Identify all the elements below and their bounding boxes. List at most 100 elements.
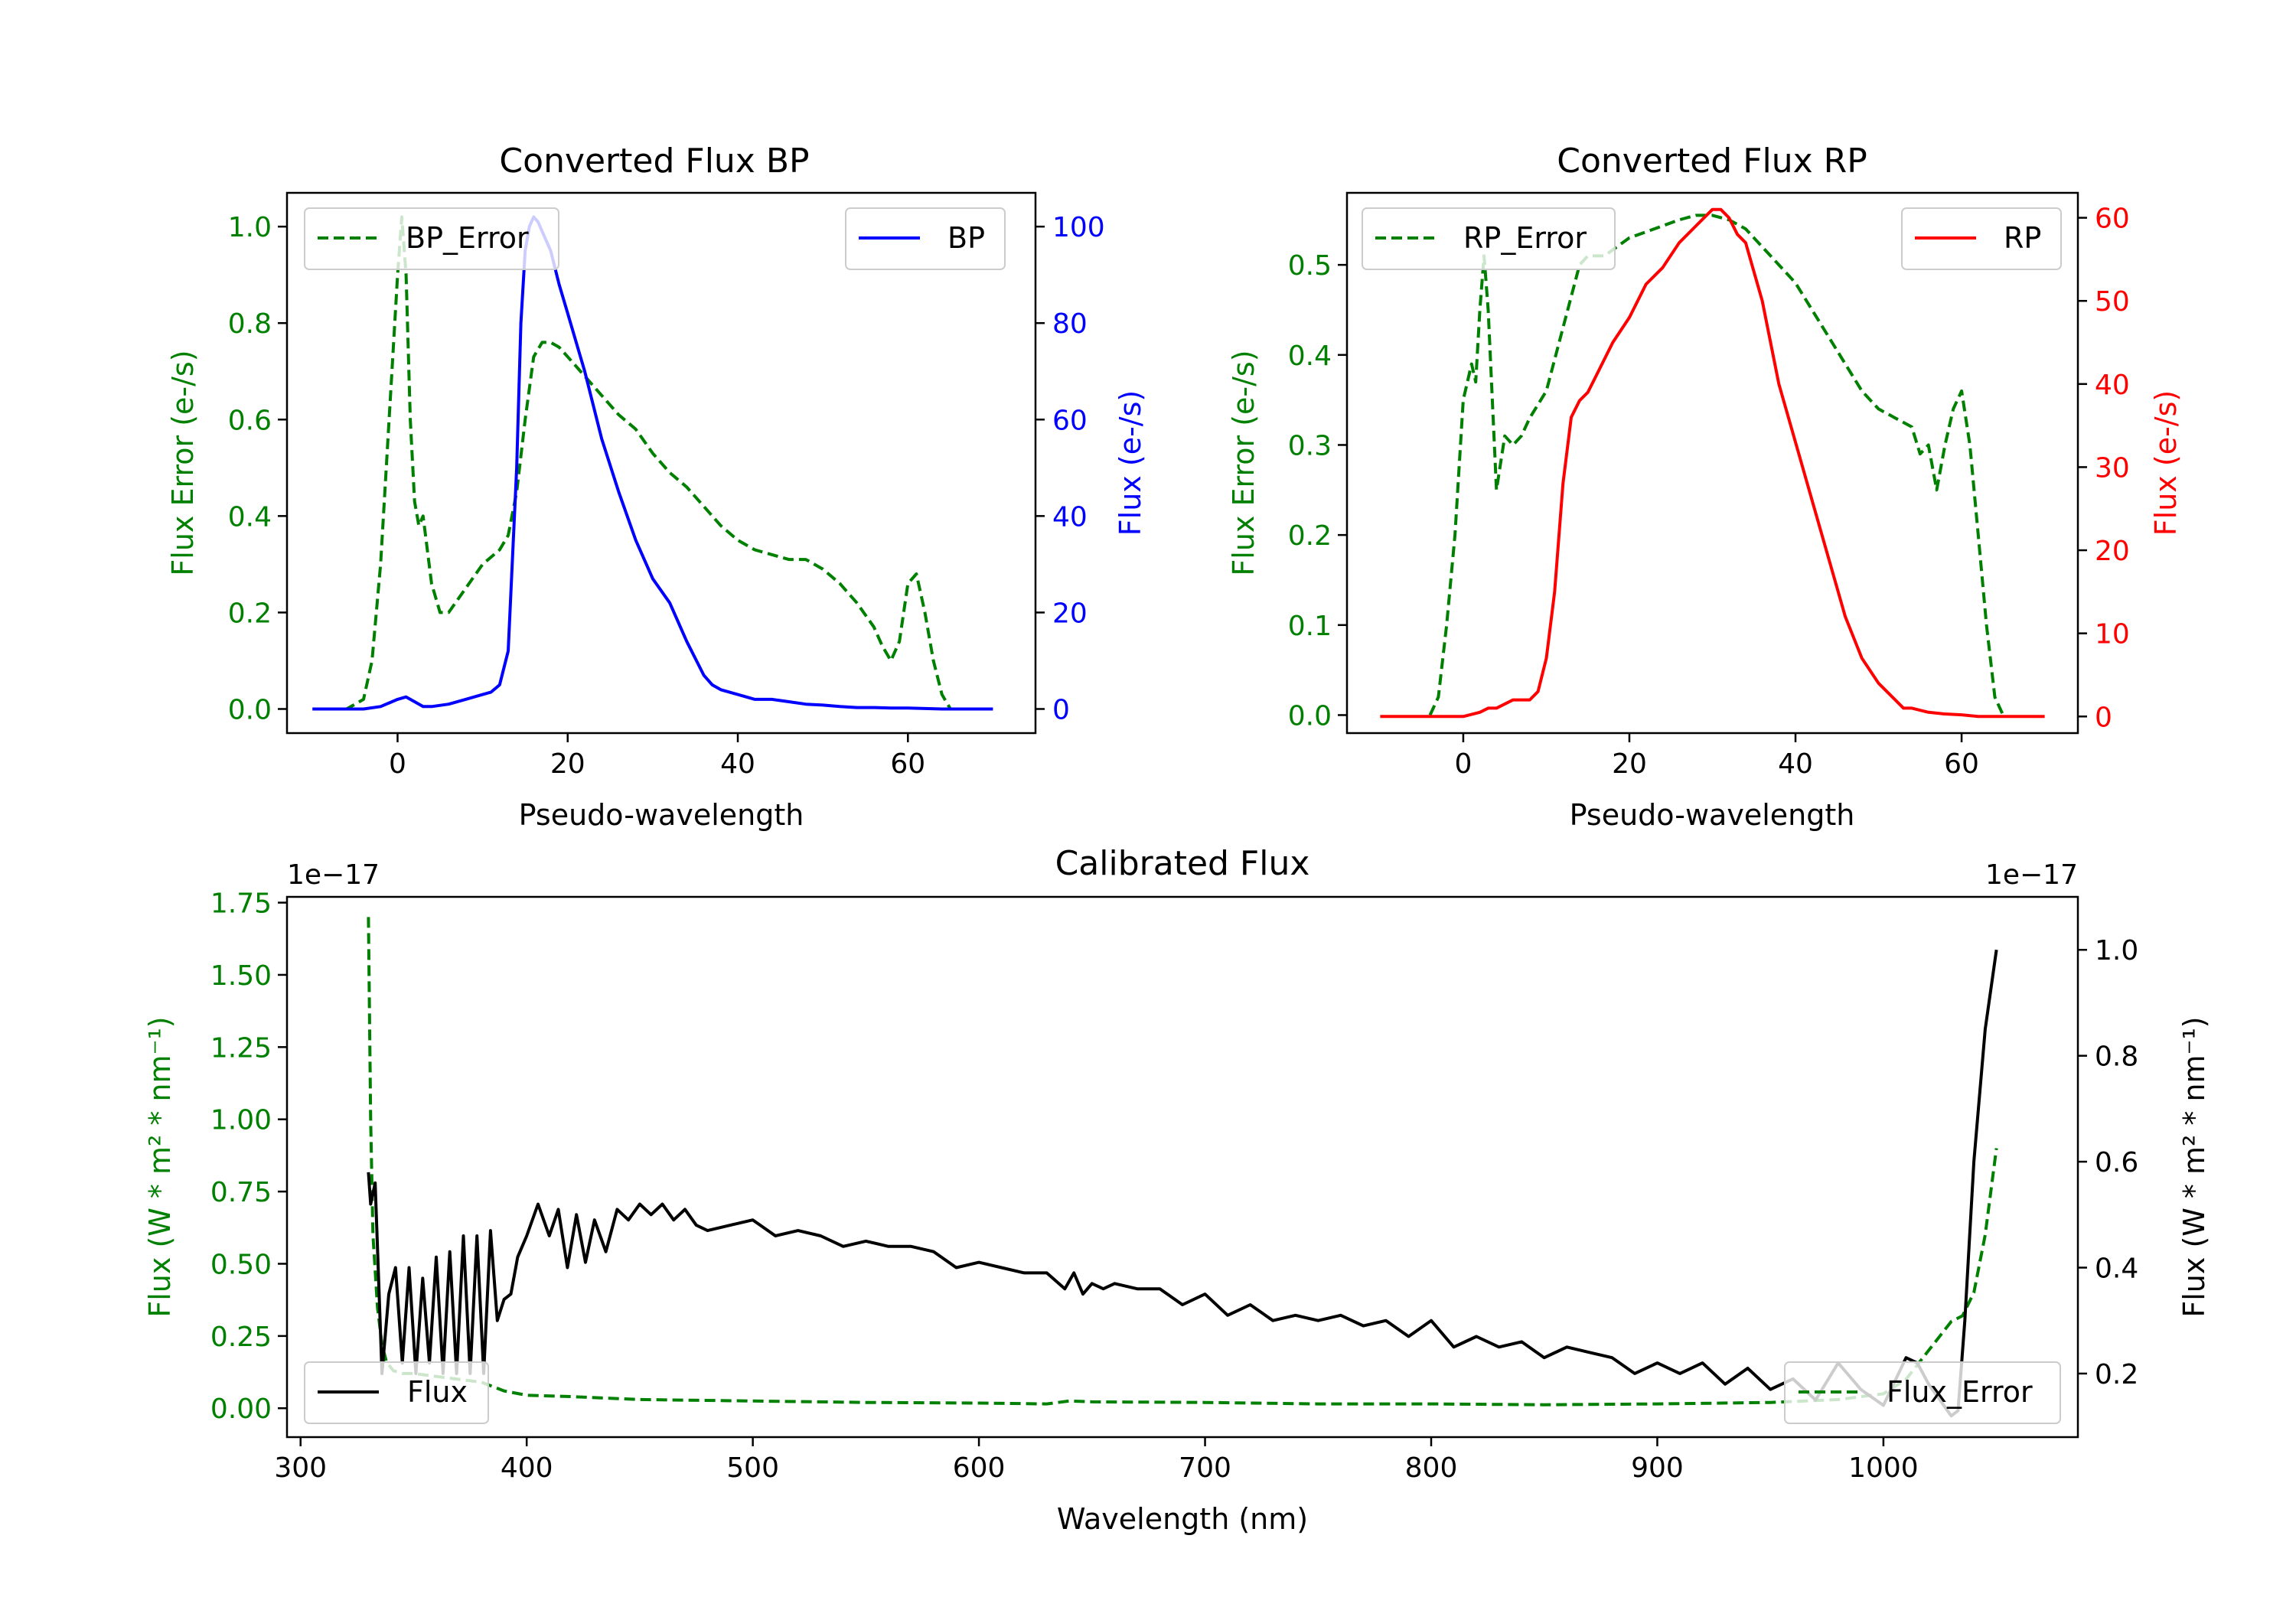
calibrated-legend-error-label: Flux_Error — [1887, 1375, 2033, 1409]
bp-legend-flux-box — [845, 207, 1006, 270]
bp-legend-error-label: BP_Error — [406, 221, 529, 255]
rp-y-label-right: Flux (e-/s) — [2149, 390, 2183, 536]
calibrated-y-tick-label-left: 1.50 — [210, 960, 272, 992]
rp-x-label: Pseudo-wavelength — [1570, 798, 1855, 832]
calibrated-legend-flux: Flux — [304, 1361, 489, 1424]
rp-x-tick-label: 20 — [1612, 748, 1647, 780]
bp-legend-flux: BP — [845, 207, 1006, 270]
rp-x-ticks: 0 20 40 60 — [1454, 733, 1979, 780]
calibrated-y-ticks-right: 0.2 0.4 0.6 0.8 1.0 — [2078, 935, 2138, 1390]
rp-legend-flux-box — [1901, 207, 2062, 270]
bp-y-label-right: Flux (e-/s) — [1114, 390, 1147, 536]
rp-line-rp — [1380, 207, 2045, 719]
bp-y-tick-label-left: 1.0 — [228, 212, 272, 243]
calibrated-y-tick-label-left: 1.25 — [210, 1032, 272, 1064]
rp-legend-error: RP_Error — [1362, 207, 1616, 270]
bp-y-tick-label-left: 0.4 — [228, 501, 272, 533]
bp-y-tick-label-right: 100 — [1052, 212, 1105, 243]
calibrated-y-tick-label-right: 1.0 — [2095, 935, 2138, 966]
bp-x-label: Pseudo-wavelength — [519, 798, 804, 832]
rp-legend-error-label: RP_Error — [1463, 221, 1587, 255]
rp-y-ticks-right: 0 10 20 30 40 50 60 — [2078, 204, 2130, 733]
rp-y-tick-label-left: 0.0 — [1288, 700, 1332, 732]
rp-y-tick-label-right: 10 — [2095, 619, 2130, 650]
calibrated-title: Calibrated Flux — [1055, 844, 1310, 883]
bp-y-tick-label-right: 60 — [1052, 405, 1088, 436]
rp-y-tick-label-left: 0.5 — [1288, 250, 1332, 282]
bp-flux-series — [312, 215, 993, 711]
rp-x-tick-label: 60 — [1944, 748, 1979, 780]
bp-y-ticks-right: 0 20 40 60 80 100 — [1035, 212, 1105, 725]
rp-y-tick-label-right: 30 — [2095, 452, 2130, 484]
calibrated-y-tick-label-left: 1.75 — [210, 888, 272, 920]
bp-y-tick-label-left: 0.2 — [228, 598, 272, 629]
calibrated-offset-left: 1e−17 — [287, 859, 380, 891]
calibrated-x-tick-label: 300 — [274, 1452, 327, 1484]
bp-y-tick-label-left: 0.0 — [228, 694, 272, 725]
rp-y-tick-label-left: 0.4 — [1288, 341, 1332, 372]
bp-line-bp — [312, 215, 993, 711]
calibrated-y-label-left: Flux (W * m² * nm⁻¹) — [143, 1016, 177, 1317]
calibrated-x-tick-label: 800 — [1405, 1452, 1458, 1484]
bp-legend-flux-label: BP — [947, 221, 985, 255]
bp-legend-error: BP_Error — [304, 207, 559, 270]
panel-converted-flux-rp: Converted Flux RP 0 20 40 60 0.00.10.20.30.… — [1227, 142, 2183, 832]
bp-line-bp-error — [312, 215, 952, 711]
calibrated-y-ticks-left: 0.00 0.25 0.50 0.75 1.00 1.25 1.50 1.75 — [210, 888, 287, 1425]
calibrated-axes-frame — [285, 895, 2079, 1439]
bp-y-tick-label-right: 20 — [1052, 598, 1088, 629]
bp-x-tick-label: 60 — [890, 748, 925, 780]
calibrated-x-ticks: 300 400 500 600 700 800 900 1000 — [274, 1437, 1919, 1484]
bp-axes-frame — [285, 191, 1037, 735]
panel-converted-flux-bp: Converted Flux BP 0 20 40 60 0.00.20.40.60.… — [166, 142, 1147, 832]
rp-legend-flux-label: RP — [2004, 221, 2041, 255]
calibrated-y-tick-label-left: 1.00 — [210, 1105, 272, 1136]
bp-x-ticks: 0 20 40 60 — [389, 733, 925, 780]
calibrated-x-tick-label: 1000 — [1848, 1452, 1919, 1484]
calibrated-y-tick-label-left: 0.50 — [210, 1249, 272, 1280]
calibrated-x-tick-label: 900 — [1631, 1452, 1684, 1484]
bp-y-tick-label-right: 0 — [1052, 694, 1070, 725]
calibrated-y-tick-label-left: 0.25 — [210, 1322, 272, 1353]
rp-y-tick-label-right: 0 — [2095, 702, 2112, 733]
rp-y-tick-label-right: 60 — [2095, 204, 2130, 235]
calibrated-x-label: Wavelength (nm) — [1057, 1502, 1308, 1536]
bp-x-tick-label: 20 — [550, 748, 585, 780]
bp-x-tick-label: 0 — [389, 748, 406, 780]
rp-y-tick-label-right: 50 — [2095, 286, 2130, 318]
calibrated-offset-right: 1e−17 — [1985, 859, 2078, 891]
panel-calibrated-flux: Calibrated Flux 1e−17 1e−17 300 400 500 600… — [143, 844, 2211, 1536]
rp-y-ticks-left: 0.0 0.1 0.2 0.3 0.4 0.5 — [1288, 250, 1347, 732]
calibrated-legend-flux-label: Flux — [407, 1375, 468, 1409]
calibrated-y-tick-label-right: 0.6 — [2095, 1147, 2138, 1178]
rp-y-label-left: Flux Error (e-/s) — [1227, 350, 1261, 575]
calibrated-y-tick-label-left: 0.00 — [210, 1393, 272, 1425]
rp-legend-flux: RP — [1901, 207, 2062, 270]
rp-y-tick-label-left: 0.3 — [1288, 430, 1332, 461]
calibrated-legend-flux-box — [304, 1361, 489, 1424]
calibrated-y-tick-label-right: 0.2 — [2095, 1359, 2138, 1390]
rp-y-tick-label-left: 0.1 — [1288, 611, 1332, 642]
bp-y-tick-label-right: 40 — [1052, 501, 1088, 533]
calibrated-legend-error: Flux_Error — [1784, 1361, 2061, 1424]
bp-x-tick-label: 40 — [720, 748, 755, 780]
calibrated-line-flux — [367, 949, 1998, 1418]
calibrated-y-label-right: Flux (W * m² * nm⁻¹) — [2177, 1016, 2211, 1317]
bp-y-tick-label-left: 0.8 — [228, 308, 272, 340]
calibrated-x-tick-label: 400 — [501, 1452, 553, 1484]
rp-y-tick-label-right: 20 — [2095, 536, 2130, 567]
bp-title: Converted Flux BP — [499, 142, 809, 181]
rp-legend-error-box — [1362, 207, 1616, 270]
calibrated-y-tick-label-right: 0.8 — [2095, 1041, 2138, 1073]
bp-y-ticks-left: 0.0 0.2 0.4 0.6 0.8 1.0 — [228, 212, 287, 725]
rp-y-tick-label-right: 40 — [2095, 370, 2130, 401]
calibrated-flux-series — [367, 949, 1998, 1418]
bp-y-tick-label-right: 80 — [1052, 308, 1088, 340]
calibrated-y-tick-label-left: 0.75 — [210, 1177, 272, 1208]
calibrated-legend-error-box — [1784, 1361, 2061, 1424]
bp-legend-error-box — [304, 207, 559, 270]
calibrated-y-tick-label-right: 0.4 — [2095, 1253, 2138, 1285]
calibrated-x-tick-label: 500 — [726, 1452, 779, 1484]
rp-y-tick-label-left: 0.2 — [1288, 520, 1332, 552]
